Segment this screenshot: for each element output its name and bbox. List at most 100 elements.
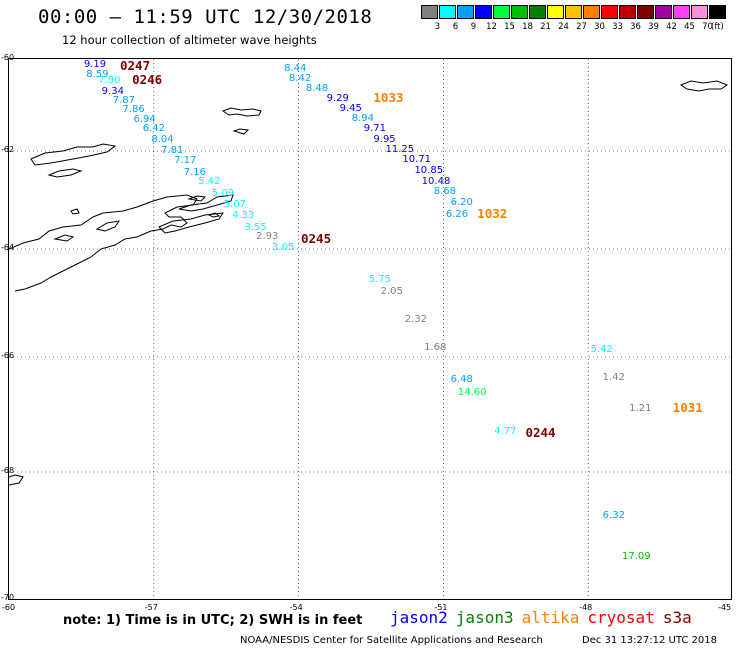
island-outline bbox=[30, 143, 117, 166]
wave-height-value: 14.60 bbox=[457, 386, 487, 398]
wave-height-value: 9.95 bbox=[373, 133, 396, 145]
wave-height-value: 7.16 bbox=[183, 166, 206, 178]
pass-time-label: 1033 bbox=[373, 90, 404, 106]
longitude-tick-label: -57 bbox=[144, 603, 158, 612]
wave-height-value: 8.94 bbox=[351, 113, 374, 125]
legend-tick-label: 15 bbox=[504, 22, 515, 32]
island-outline bbox=[232, 128, 250, 135]
island-outline bbox=[679, 80, 729, 92]
latitude-tick-label: -68 bbox=[1, 466, 15, 475]
pass-time-label: 0246 bbox=[132, 71, 163, 87]
pass-time-label: 0247 bbox=[120, 58, 151, 73]
latitude-tick-label: -64 bbox=[1, 243, 15, 252]
longitude-tick-label: -60 bbox=[2, 603, 16, 612]
wave-height-value: 10.71 bbox=[402, 153, 431, 165]
wave-height-value: 11.25 bbox=[385, 143, 415, 155]
satellite-legend: jason2 jason3 altika cryosat s3a bbox=[390, 608, 700, 627]
legend-swatch bbox=[691, 5, 708, 19]
legend-swatch bbox=[655, 5, 672, 19]
legend-tick-label: 6 bbox=[452, 22, 459, 32]
legend-tick-label: 3 bbox=[434, 22, 441, 32]
wave-height-value: 5.07 bbox=[223, 199, 247, 211]
credit-text: NOAA/NESDIS Center for Satellite Applica… bbox=[240, 635, 543, 646]
wave-height-value: 17.09 bbox=[621, 550, 651, 562]
wave-height-value: 9.71 bbox=[363, 123, 387, 135]
satellite-name: cryosat bbox=[587, 608, 655, 627]
legend-tick-label: 21 bbox=[540, 22, 551, 32]
legend-swatch bbox=[709, 5, 726, 19]
wave-height-value: 1.21 bbox=[629, 403, 652, 414]
legend-tick-label: 18 bbox=[522, 22, 533, 32]
island-outline bbox=[187, 195, 207, 202]
legend-tick-label: 42 bbox=[666, 22, 677, 32]
latitude-tick-label: -60 bbox=[1, 53, 15, 62]
wave-height-value: 5.09 bbox=[211, 188, 234, 200]
wave-height-value: 6.20 bbox=[450, 197, 473, 209]
wave-height-value: 2.93 bbox=[256, 231, 279, 243]
island-outline bbox=[9, 474, 24, 486]
legend-swatch bbox=[565, 5, 582, 19]
wave-height-value: 3.55 bbox=[244, 221, 267, 233]
coastline bbox=[9, 194, 198, 292]
wave-height-value: 5.75 bbox=[368, 273, 391, 285]
pass-time-label: 1031 bbox=[672, 399, 703, 415]
wave-height-value: 9.29 bbox=[326, 93, 349, 105]
wave-height-value: 4.33 bbox=[231, 209, 255, 221]
wave-height-value: 9.34 bbox=[101, 85, 124, 97]
wave-height-value: 9.45 bbox=[339, 103, 362, 115]
wave-height-value: 7.86 bbox=[122, 104, 145, 116]
legend-tick-label: 12 bbox=[486, 22, 497, 32]
legend-swatch bbox=[529, 5, 546, 19]
wave-height-value: 8.44 bbox=[284, 62, 307, 74]
generated-timestamp: Dec 31 13:27:12 UTC 2018 bbox=[582, 635, 717, 646]
legend-unit-label: (ft) bbox=[711, 22, 724, 32]
legend-tick-label: 24 bbox=[558, 22, 569, 32]
island-outline bbox=[207, 212, 221, 218]
legend-swatch bbox=[583, 5, 600, 19]
legend-swatch bbox=[475, 5, 492, 19]
latitude-tick-label: -66 bbox=[1, 351, 15, 360]
wave-height-value: 6.94 bbox=[133, 114, 156, 126]
map-panel[interactable]: 9.19 8.59 7.90 9.34 7.87 7.86 6.94 6.42 8.04 7.81… bbox=[8, 58, 732, 600]
legend-swatch bbox=[457, 5, 474, 19]
wave-height-value: 7.81 bbox=[161, 144, 184, 156]
legend-swatch bbox=[493, 5, 510, 19]
legend-swatch bbox=[547, 5, 564, 19]
latitude-tick-label: -70 bbox=[1, 593, 15, 602]
wave-height-value: 8.68 bbox=[433, 186, 456, 198]
longitude-tick-label: -48 bbox=[579, 603, 593, 612]
wave-height-value: 4.77 bbox=[494, 426, 517, 437]
legend-swatch bbox=[421, 5, 438, 19]
pass-time-label: 0245 bbox=[301, 230, 332, 246]
wave-height-value: 7.90 bbox=[98, 74, 121, 86]
legend-swatch bbox=[511, 5, 528, 19]
wave-height-value: 7.17 bbox=[174, 154, 197, 166]
island-outline bbox=[53, 234, 75, 242]
wave-height-value: 10.85 bbox=[414, 164, 444, 176]
satellite-name: jason2 bbox=[390, 608, 448, 627]
legend-tick-label: 39 bbox=[648, 22, 659, 32]
wave-height-value: 8.42 bbox=[288, 72, 312, 84]
wave-height-value: 8.48 bbox=[305, 82, 329, 94]
island-outline bbox=[70, 208, 80, 215]
island-outline bbox=[47, 168, 83, 178]
island-outline bbox=[178, 194, 234, 212]
pass-time-label: 0244 bbox=[525, 425, 556, 440]
island-outline bbox=[221, 107, 262, 117]
satellite-name: altika bbox=[521, 608, 580, 627]
wave-height-value: 3.05 bbox=[272, 242, 295, 254]
longitude-tick-label: -51 bbox=[434, 603, 448, 612]
legend-tick-label: 27 bbox=[576, 22, 587, 32]
island-outline bbox=[158, 212, 225, 234]
legend-swatch bbox=[601, 5, 618, 19]
legend-swatch bbox=[637, 5, 654, 19]
wave-height-value: 7.87 bbox=[112, 94, 136, 106]
map-subtitle: 12 hour collection of altimeter wave hei… bbox=[62, 33, 317, 47]
wave-height-value: 6.42 bbox=[142, 123, 165, 135]
satellite-name: jason3 bbox=[455, 608, 514, 627]
wave-height-value: 6.26 bbox=[445, 208, 469, 220]
wave-height-value: 10.48 bbox=[421, 175, 451, 187]
island-outline bbox=[95, 220, 121, 232]
wave-height-value: 5.42 bbox=[590, 344, 613, 356]
wave-height-value: 9.19 bbox=[83, 59, 107, 70]
